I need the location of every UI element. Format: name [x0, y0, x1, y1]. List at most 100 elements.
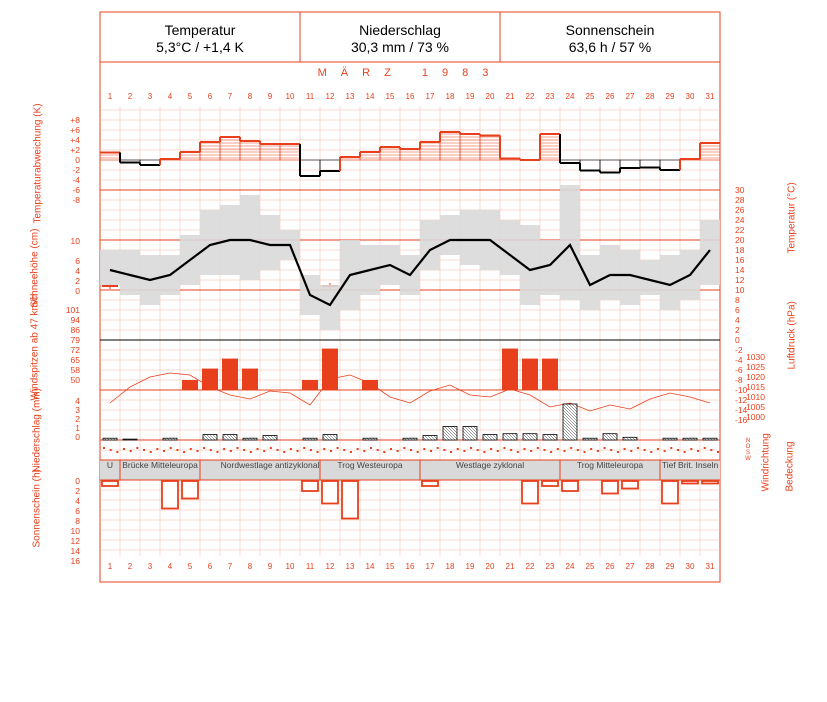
- wind-direction-dot: [630, 450, 633, 452]
- temperature-tick: 4: [735, 315, 740, 325]
- day-label-bottom: 6: [208, 562, 213, 571]
- rain-hatch: [562, 415, 578, 431]
- pressure-tick: 1030: [746, 352, 765, 362]
- day-label-top: 28: [646, 92, 655, 101]
- temperature-tick: 20: [735, 235, 745, 245]
- day-label-bottom: 12: [326, 562, 335, 571]
- rain-hatch: [235, 434, 238, 437]
- wind-gust-bar: [182, 380, 198, 390]
- sunshine-bar: [701, 480, 719, 485]
- sunshine-bar: [421, 480, 439, 487]
- sunshine-bar: [341, 480, 359, 520]
- wind-direction-dot: [349, 451, 352, 453]
- wind-tick: 79: [71, 335, 81, 345]
- rain-hatch: [170, 438, 173, 441]
- temp-range-bar: [660, 255, 680, 310]
- header-sun-value: 63,6 h / 57 %: [568, 39, 652, 55]
- temp-dev-bar: [659, 159, 681, 171]
- rain-hatch: [444, 426, 458, 440]
- wind-direction-dot: [536, 447, 539, 449]
- day-label-bottom: 16: [406, 562, 415, 571]
- rain-bar: [702, 437, 718, 441]
- month-title: MÄRZ 1983: [317, 67, 503, 79]
- rain-hatch: [525, 433, 533, 441]
- weather-type-label: U: [106, 460, 114, 470]
- wind-direction-dot: [616, 451, 619, 453]
- wind-tick: 94: [71, 315, 81, 325]
- rain-hatch: [430, 435, 436, 441]
- day-label-bottom: 28: [646, 562, 655, 571]
- rain-hatch: [256, 438, 258, 440]
- temp-range-bar: [200, 210, 220, 275]
- wind-direction-dot: [490, 448, 493, 450]
- sunshine-bar: [621, 480, 639, 490]
- rain-hatch: [276, 435, 278, 437]
- temp-dev-bar: [399, 148, 421, 161]
- rain-hatch: [326, 434, 333, 441]
- wind-direction-dot: [443, 449, 446, 451]
- rain-hatch: [486, 434, 493, 441]
- rain-bar: [222, 434, 238, 441]
- wind-direction-dot: [583, 451, 586, 453]
- wind-direction-dot: [363, 450, 366, 452]
- wind-direction-dot: [570, 447, 573, 449]
- rain-hatch: [514, 433, 518, 437]
- day-label-bottom: 11: [306, 562, 315, 571]
- wind-direction-dot: [289, 448, 292, 450]
- wind-direction-dot: [476, 449, 479, 451]
- temp-dev-bar: [419, 141, 441, 161]
- rain-hatch: [247, 438, 250, 441]
- rain-hatch: [332, 434, 338, 440]
- day-label-top: 27: [626, 92, 635, 101]
- temp-dev-tick: -6: [72, 185, 80, 195]
- wind-direction-dot: [249, 451, 252, 453]
- day-label-bottom: 27: [626, 562, 635, 571]
- rain-hatch: [104, 438, 107, 441]
- rain-hatch: [130, 438, 133, 441]
- wind-direction-dot: [143, 449, 146, 451]
- wind-direction-dot: [129, 450, 132, 452]
- rain-bar: [502, 433, 518, 441]
- day-label-top: 5: [188, 92, 193, 101]
- rain-hatch: [522, 436, 527, 441]
- wind-direction-dot: [550, 451, 553, 453]
- rain-hatch: [562, 403, 578, 419]
- sunshine-bar: [321, 480, 339, 505]
- rain-hatch: [605, 433, 613, 441]
- rain-hatch: [574, 403, 578, 407]
- rain-hatch: [462, 436, 467, 441]
- wind-direction-dot: [169, 447, 172, 449]
- weather-type-label: Tief Brit. Inseln: [661, 460, 719, 470]
- wind-direction-tick: N: [746, 438, 750, 444]
- wind-direction-dot: [263, 450, 266, 452]
- day-label-bottom: 4: [168, 562, 173, 571]
- day-label-top: 19: [466, 92, 475, 101]
- temp-dev-bar: [219, 136, 241, 161]
- rain-hatch: [316, 438, 318, 440]
- temperature-tick: 24: [735, 215, 745, 225]
- rain-hatch: [696, 438, 698, 440]
- temp-dev-bar: [539, 133, 561, 161]
- day-label-top: 11: [306, 92, 315, 101]
- rain-hatch: [202, 436, 207, 441]
- rain-hatch: [505, 433, 513, 441]
- sun-tick: 16: [71, 556, 81, 566]
- wind-direction-dot: [256, 448, 259, 450]
- wind-direction-dot: [556, 448, 559, 450]
- rain-hatch: [113, 438, 116, 441]
- temp-range-bar: [500, 220, 520, 275]
- wind-direction-dot: [336, 447, 339, 449]
- rain-hatch: [464, 426, 478, 440]
- pressure-tick: 1000: [746, 412, 765, 422]
- wind-direction-dot: [276, 449, 279, 451]
- day-label-top: 18: [446, 92, 455, 101]
- wind-tick: 101: [66, 305, 80, 315]
- rain-hatch: [164, 438, 167, 441]
- wind-gust-bar: [502, 348, 518, 390]
- wind-gust-bar: [222, 358, 238, 390]
- rain-hatch: [133, 438, 136, 441]
- wind-direction-dot: [470, 447, 473, 449]
- temperature-tick: 2: [735, 325, 740, 335]
- sun-tick: 0: [75, 476, 80, 486]
- day-label-bottom: 30: [686, 562, 695, 571]
